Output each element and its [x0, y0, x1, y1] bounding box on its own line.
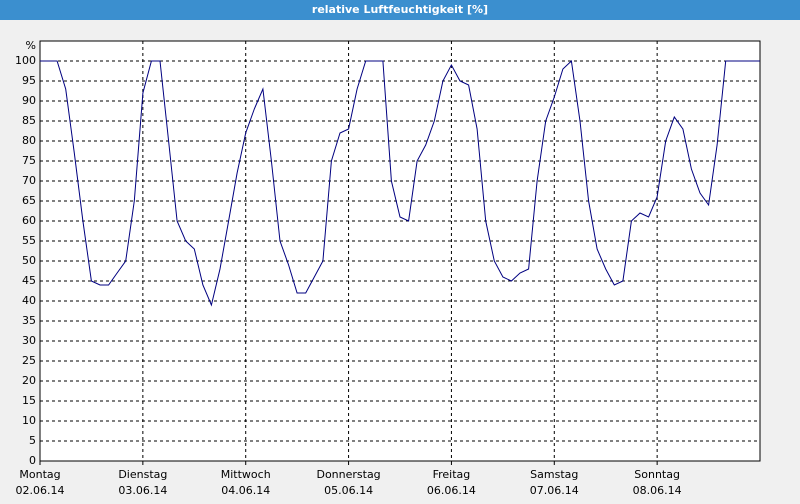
x-tick-date: 08.06.14: [633, 484, 682, 497]
x-tick-date: 07.06.14: [530, 484, 579, 497]
x-tick-label: Donnerstag: [316, 468, 380, 481]
chart-title: relative Luftfeuchtigkeit [%]: [312, 3, 488, 16]
y-tick-label: 40: [22, 294, 36, 307]
y-axis-label: %: [26, 39, 36, 52]
y-tick-label: 25: [22, 354, 36, 367]
y-tick-label: 10: [22, 414, 36, 427]
plot-area: [39, 40, 761, 462]
y-tick-label: 70: [22, 174, 36, 187]
x-tick-date: 05.06.14: [324, 484, 373, 497]
x-tick-label: Freitag: [433, 468, 471, 481]
y-tick-label: 30: [22, 334, 36, 347]
x-tick-label: Samstag: [530, 468, 578, 481]
y-tick-label: 100: [15, 54, 36, 67]
x-tick-date: 04.06.14: [221, 484, 270, 497]
y-tick-label: 45: [22, 274, 36, 287]
x-tick-label: Mittwoch: [221, 468, 271, 481]
y-tick-label: 95: [22, 74, 36, 87]
y-tick-label: 5: [29, 434, 36, 447]
x-tick-label: Montag: [19, 468, 60, 481]
y-tick-label: 75: [22, 154, 36, 167]
y-tick-label: 50: [22, 254, 36, 267]
y-tick-label: 0: [29, 454, 36, 467]
y-tick-label: 20: [22, 374, 36, 387]
y-tick-label: 60: [22, 214, 36, 227]
y-tick-label: 15: [22, 394, 36, 407]
y-tick-label: 85: [22, 114, 36, 127]
x-tick-label: Dienstag: [118, 468, 167, 481]
humidity-line: [40, 59, 760, 307]
x-tick-date: 03.06.14: [118, 484, 167, 497]
y-tick-label: 80: [22, 134, 36, 147]
x-tick-label: Sonntag: [634, 468, 680, 481]
y-tick-label: 35: [22, 314, 36, 327]
title-bar: [0, 0, 800, 20]
y-tick-label: 90: [22, 94, 36, 107]
y-tick-label: 55: [22, 234, 36, 247]
y-tick-label: 65: [22, 194, 36, 207]
x-tick-date: 02.06.14: [16, 484, 65, 497]
x-tick-date: 06.06.14: [427, 484, 476, 497]
